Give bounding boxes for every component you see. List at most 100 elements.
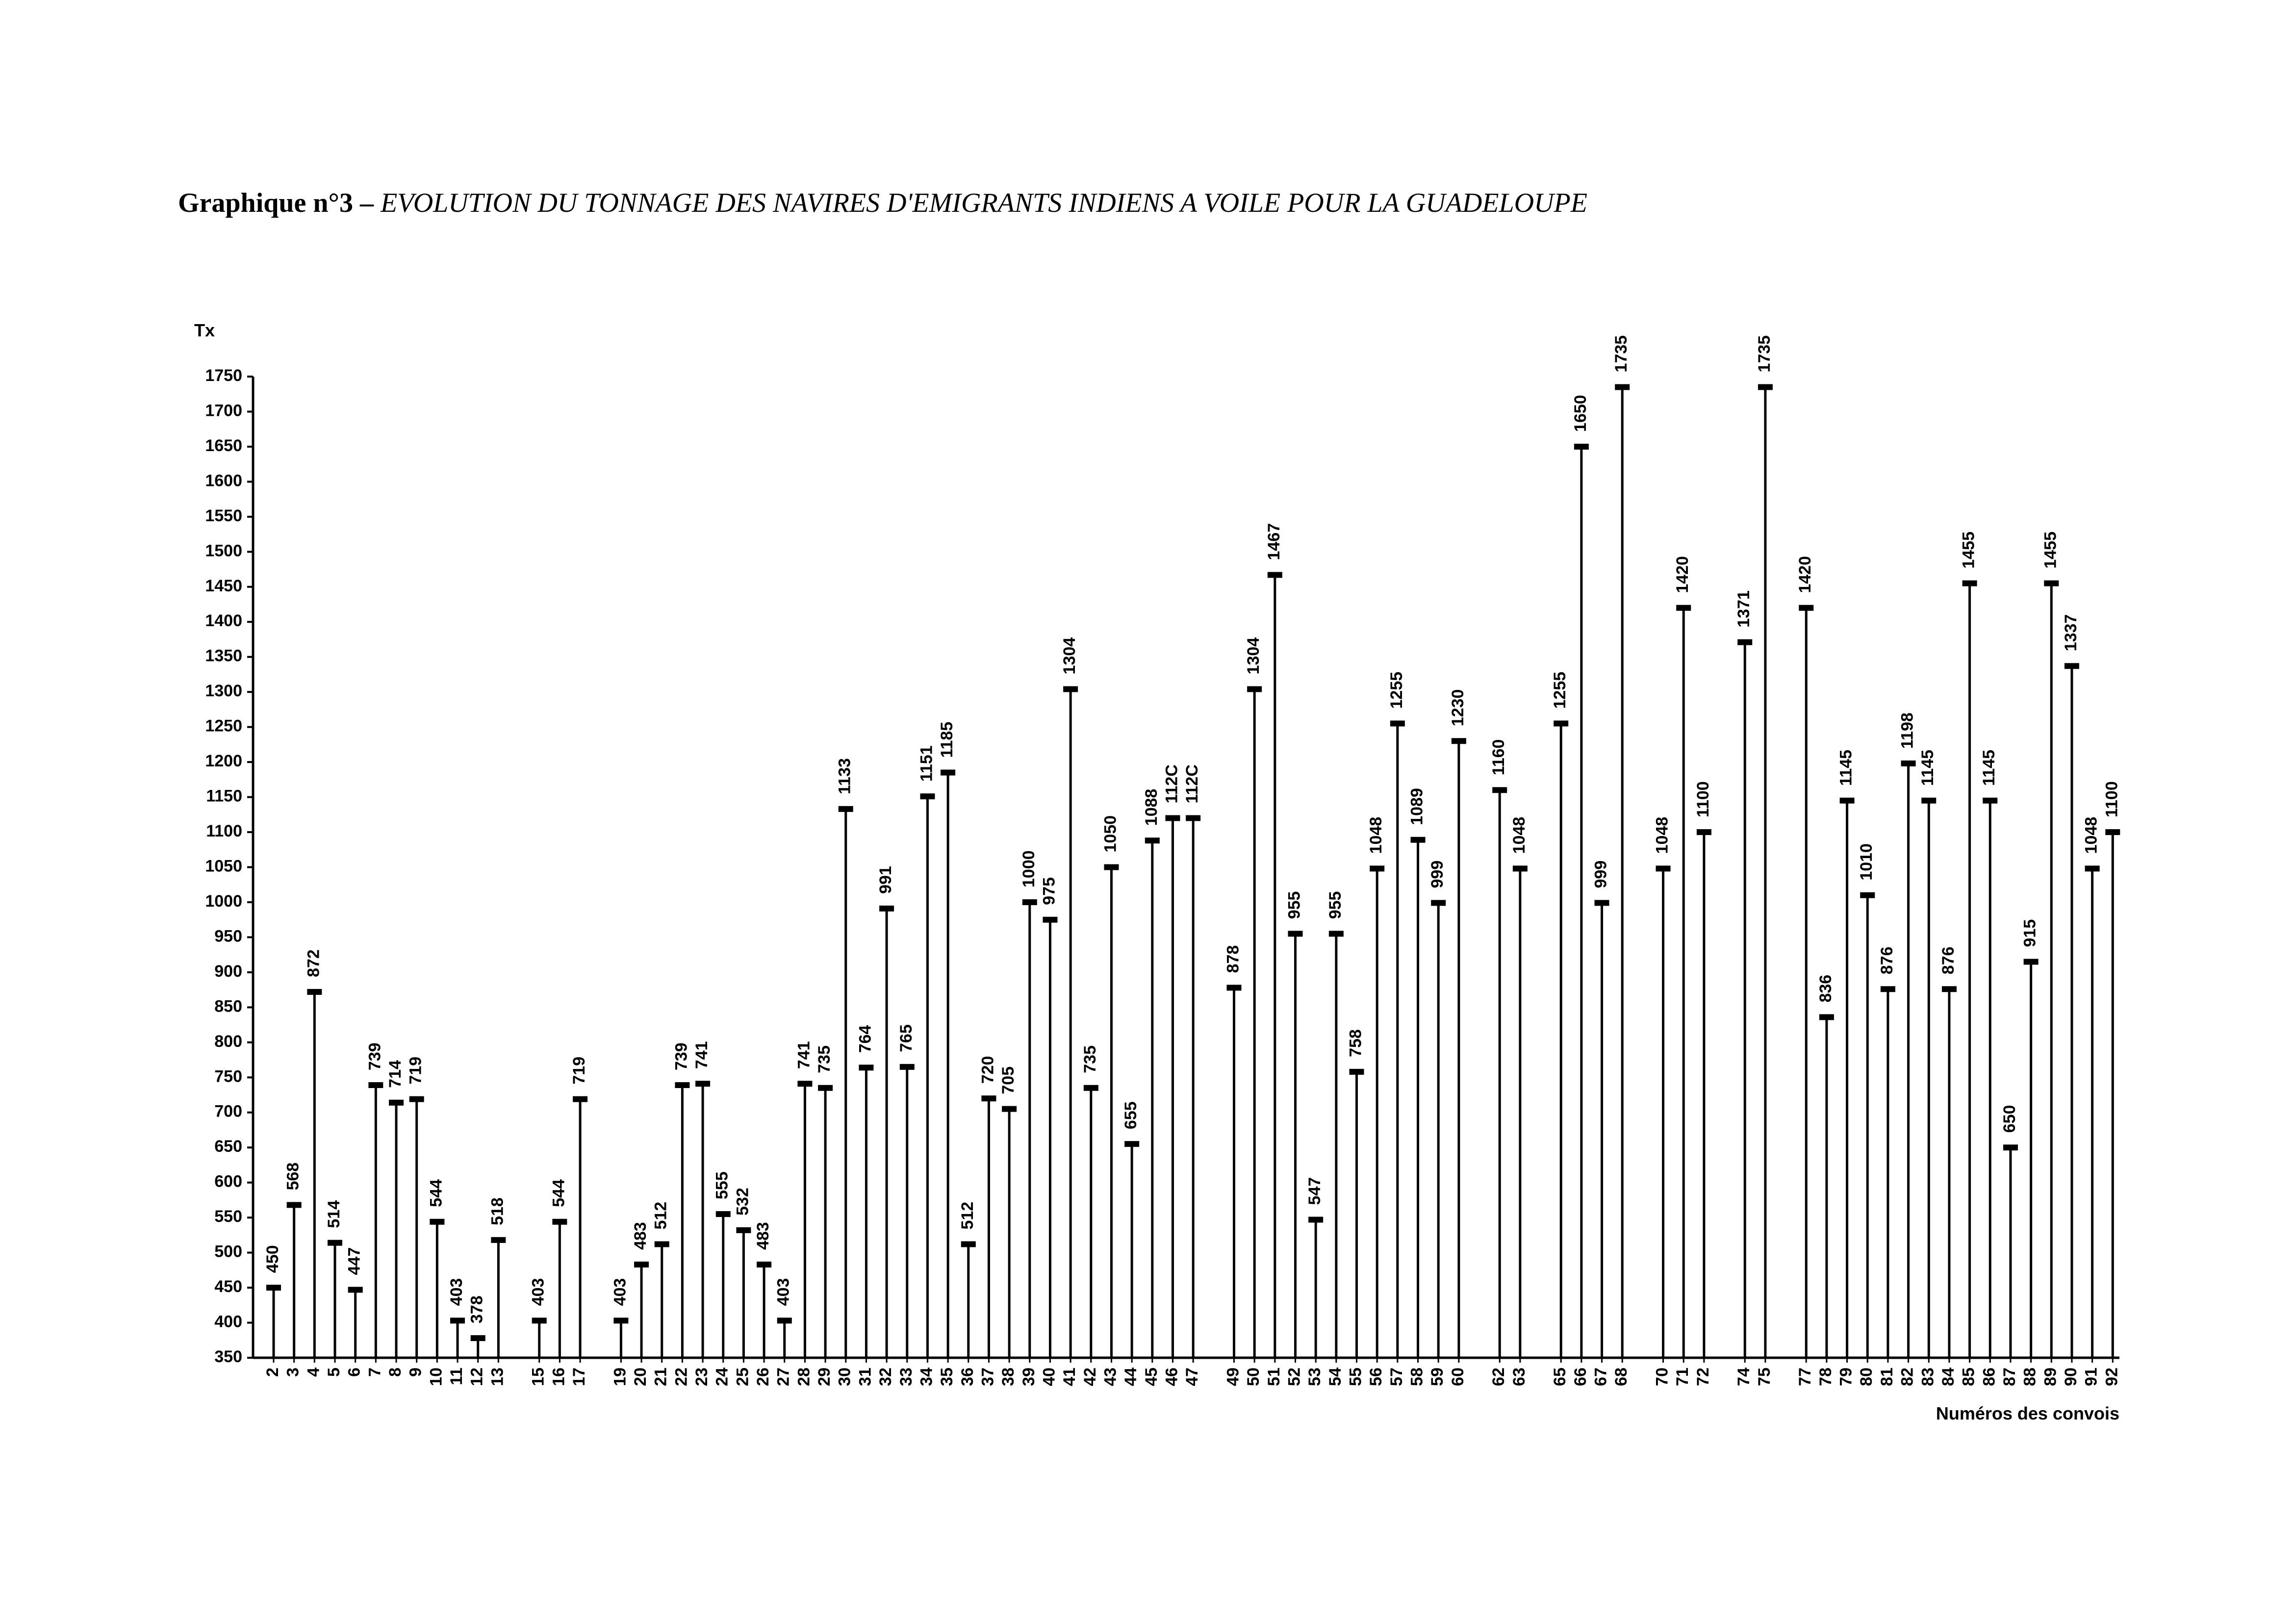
marker [1983,797,1998,804]
y-tick-label: 1550 [205,507,242,525]
value-label: 735 [815,1045,834,1073]
x-tick-label: 15 [529,1368,548,1386]
marker [1328,931,1344,937]
value-label: 1010 [1857,843,1876,881]
x-tick-label: 43 [1101,1368,1120,1386]
y-tick-label: 450 [214,1277,242,1296]
x-axis-label: Numéros des convois [1936,1403,2119,1423]
marker [2064,663,2079,669]
value-label: 532 [733,1188,752,1216]
x-tick-label: 79 [1837,1368,1856,1386]
marker [899,1064,915,1070]
marker [1901,760,1916,766]
marker [1860,892,1875,898]
y-tick-label: 1200 [205,752,242,770]
marker [1063,686,1078,692]
value-label: 1420 [1673,556,1692,593]
value-label: 719 [570,1057,588,1085]
y-tick-label: 900 [214,962,242,981]
x-tick-label: 90 [2062,1368,2080,1386]
marker [1349,1068,1364,1075]
x-tick-label: 40 [1040,1368,1058,1386]
value-label: 1304 [1244,637,1263,675]
x-tick-label: 4 [304,1368,323,1377]
value-label: 1160 [1489,739,1508,776]
x-tick-label: 87 [2000,1368,2019,1386]
value-label: 568 [284,1163,303,1191]
y-tick-label: 1650 [205,436,242,455]
x-tick-label: 67 [1592,1368,1610,1386]
value-label: 1048 [1367,817,1385,854]
value-label: 719 [407,1057,425,1085]
marker [1512,865,1528,872]
marker [654,1241,669,1247]
y-tick-label: 1300 [205,682,242,700]
marker [1737,639,1753,645]
x-tick-label: 49 [1223,1368,1242,1386]
y-tick-label: 950 [214,927,242,945]
value-label: 447 [345,1247,364,1275]
x-tick-label: 45 [1142,1368,1161,1386]
value-label: 512 [958,1202,977,1230]
marker [573,1096,588,1102]
value-label: 876 [1939,946,1958,974]
y-tick-label: 800 [214,1032,242,1051]
x-tick-label: 11 [447,1368,466,1385]
y-tick-label: 500 [214,1243,242,1261]
marker [613,1318,629,1324]
marker [328,1240,343,1246]
marker [1410,837,1426,843]
marker [1247,686,1262,692]
x-tick-label: 28 [794,1368,813,1386]
x-tick-label: 58 [1408,1368,1427,1386]
value-label: 1185 [938,722,956,758]
x-tick-label: 57 [1387,1368,1406,1386]
value-label: 741 [692,1041,711,1069]
x-tick-label: 24 [713,1368,732,1386]
x-tick-label: 63 [1510,1368,1529,1386]
value-label: 1050 [1101,815,1120,853]
marker [1962,580,1977,586]
y-tick-label: 600 [214,1172,242,1191]
value-label: 1000 [1020,850,1038,888]
y-tick-label: 1600 [205,471,242,490]
marker [2044,580,2059,586]
x-tick-label: 41 [1060,1368,1079,1386]
marker [1819,1014,1834,1020]
x-tick-label: 6 [345,1368,364,1377]
x-tick-label: 7 [365,1368,384,1377]
marker [818,1085,833,1091]
x-tick-label: 46 [1162,1368,1181,1386]
x-tick-label: 2 [263,1368,282,1377]
value-label: 735 [1081,1045,1099,1073]
marker [1676,605,1691,611]
x-tick-label: 26 [754,1368,772,1386]
marker [1022,899,1037,905]
marker [389,1099,404,1106]
marker [2003,1144,2018,1151]
marker [2085,865,2100,872]
marker [1696,829,1711,836]
x-tick-label: 5 [325,1368,343,1377]
marker [1921,797,1937,804]
value-label: 1735 [1755,335,1774,373]
x-tick-label: 13 [488,1368,507,1386]
value-label: 765 [897,1024,916,1052]
y-tick-label: 1750 [205,366,242,385]
x-tick-label: 31 [856,1368,874,1386]
x-tick-label: 65 [1551,1368,1569,1386]
marker [1165,815,1180,821]
value-label: 1371 [1734,590,1753,628]
x-tick-label: 85 [1960,1368,1978,1386]
marker [286,1202,302,1208]
value-label: 1304 [1060,637,1079,675]
marker [777,1318,792,1324]
marker [1492,787,1507,793]
value-label: 1089 [1408,788,1427,825]
x-tick-label: 89 [2041,1368,2060,1386]
x-tick-label: 84 [1939,1368,1958,1386]
marker [1288,931,1303,937]
value-label: 1151 [917,745,936,782]
y-tick-label: 1400 [205,611,242,630]
